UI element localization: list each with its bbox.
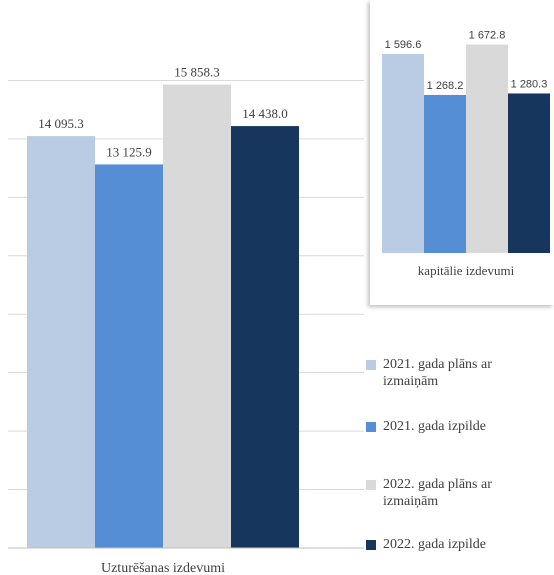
legend-label: 2022. gada izpilde <box>383 536 486 553</box>
main-data-label: 14 095.3 <box>38 116 84 131</box>
main-bar <box>27 136 95 548</box>
legend-swatch <box>366 360 376 370</box>
inset-bar <box>382 54 424 253</box>
inset-chart: 1 596.6 1 268.2 1 672.8 1 280.3 kapitālie i… <box>382 30 550 278</box>
legend-item: 2021. gada izpilde <box>364 418 554 435</box>
legend-item: 2021. gada plāns ar izmaiņām <box>364 356 554 390</box>
inset-data-label: 1 596.6 <box>385 39 422 51</box>
main-data-label: 13 125.9 <box>106 144 152 159</box>
legend-swatch <box>366 480 376 490</box>
legend-label-line: 2021. gada izpilde <box>383 419 487 434</box>
inset-data-label: 1 672.8 <box>469 30 506 42</box>
legend-swatch <box>366 422 376 432</box>
inset-bar <box>508 93 550 253</box>
main-bar <box>163 84 231 548</box>
inset-bar <box>466 44 508 254</box>
inset-data-label: 1 268.2 <box>427 80 464 92</box>
main-data-label: 14 438.0 <box>242 106 288 121</box>
inset-chart-panel: 1 596.6 1 268.2 1 672.8 1 280.3 kapitālie i… <box>370 0 554 305</box>
main-bars <box>27 84 299 549</box>
legend-label-line: izmaiņām <box>383 494 439 509</box>
legend-item: 2022. gada plāns ar izmaiņām <box>364 476 554 510</box>
legend-label-line: izmaiņām <box>383 374 439 389</box>
legend-label: 2021. gada plāns ar izmaiņām <box>383 356 492 390</box>
legend-label-line: 2021. gada plāns ar <box>383 357 492 372</box>
legend-label: 2022. gada plāns ar izmaiņām <box>383 476 492 510</box>
legend-label-line: 2022. gada izpilde <box>383 537 487 552</box>
inset-bar <box>424 94 466 253</box>
inset-data-labels: 1 596.6 1 268.2 1 672.8 1 280.3 <box>385 30 548 92</box>
main-bar <box>95 164 163 548</box>
main-data-label: 15 858.3 <box>174 65 220 80</box>
inset-category-label: kapitālie izdevumi <box>418 263 515 278</box>
inset-data-label: 1 280.3 <box>511 78 548 90</box>
legend-label-line: 2022. gada plāns ar <box>383 477 492 492</box>
inset-bars <box>382 44 550 254</box>
legend-item: 2022. gada izpilde <box>364 536 554 553</box>
main-data-labels: 14 095.3 13 125.9 15 858.3 14 438.0 <box>38 65 288 160</box>
legend-swatch <box>366 540 376 550</box>
main-category-label: Uzturēšanas izdevumi <box>101 561 225 575</box>
main-bar <box>231 126 299 549</box>
legend-label: 2021. gada izpilde <box>383 418 486 435</box>
